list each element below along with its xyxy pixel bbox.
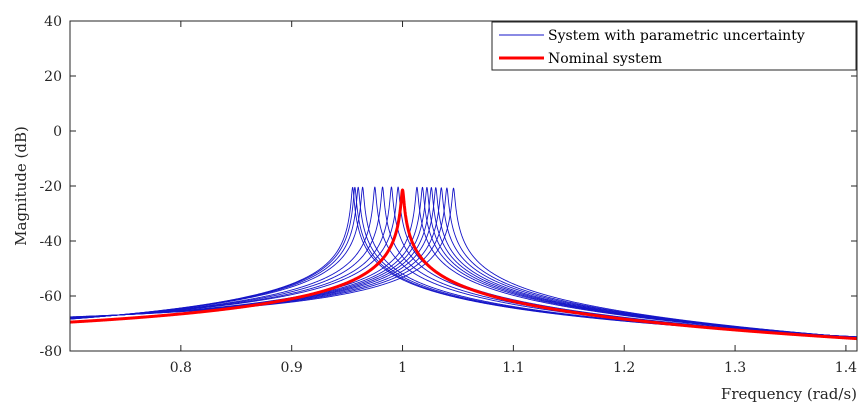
- uncertain-system-curves: [69, 186, 858, 339]
- y-tick-label: 40: [44, 14, 62, 30]
- uncertain-response-line: [69, 187, 858, 339]
- y-tick-label: 0: [53, 124, 62, 140]
- x-tick-label: 1.1: [502, 360, 524, 376]
- x-tick-label: 0.9: [281, 360, 303, 376]
- y-tick-label: -20: [39, 179, 62, 195]
- y-axis-label: Magnitude (dB): [12, 126, 30, 246]
- x-tick-label: 1.3: [724, 360, 746, 376]
- uncertain-response-line: [69, 186, 858, 338]
- uncertain-response-line: [69, 187, 858, 338]
- legend: System with parametric uncertainty Nomin…: [491, 21, 857, 71]
- legend-label-uncertain: System with parametric uncertainty: [548, 28, 805, 44]
- y-tick-label: -40: [39, 234, 62, 250]
- uncertain-response-line: [69, 187, 858, 339]
- x-axis-ticks: 0.8 0.9 1 1.1 1.2 1.3 1.4: [170, 21, 857, 376]
- legend-label-nominal: Nominal system: [548, 51, 662, 67]
- uncertain-response-line: [69, 186, 858, 338]
- uncertain-response-line: [69, 186, 858, 338]
- legend-box: [491, 21, 857, 71]
- x-tick-label: 1.2: [613, 360, 635, 376]
- y-tick-label: -80: [39, 344, 62, 360]
- x-tick-label: 1.4: [835, 360, 857, 376]
- uncertain-response-line: [69, 187, 858, 339]
- y-tick-label: 20: [44, 69, 62, 85]
- nominal-system-curve: [69, 188, 858, 341]
- y-tick-label: -60: [39, 289, 62, 305]
- uncertain-response-line: [69, 187, 858, 338]
- x-tick-label: 0.8: [170, 360, 192, 376]
- x-axis-label: Frequency (rad/s): [721, 385, 857, 403]
- y-axis-ticks: -80 -60 -40 -20 0 20 40: [39, 14, 857, 360]
- x-tick-label: 1: [398, 360, 407, 376]
